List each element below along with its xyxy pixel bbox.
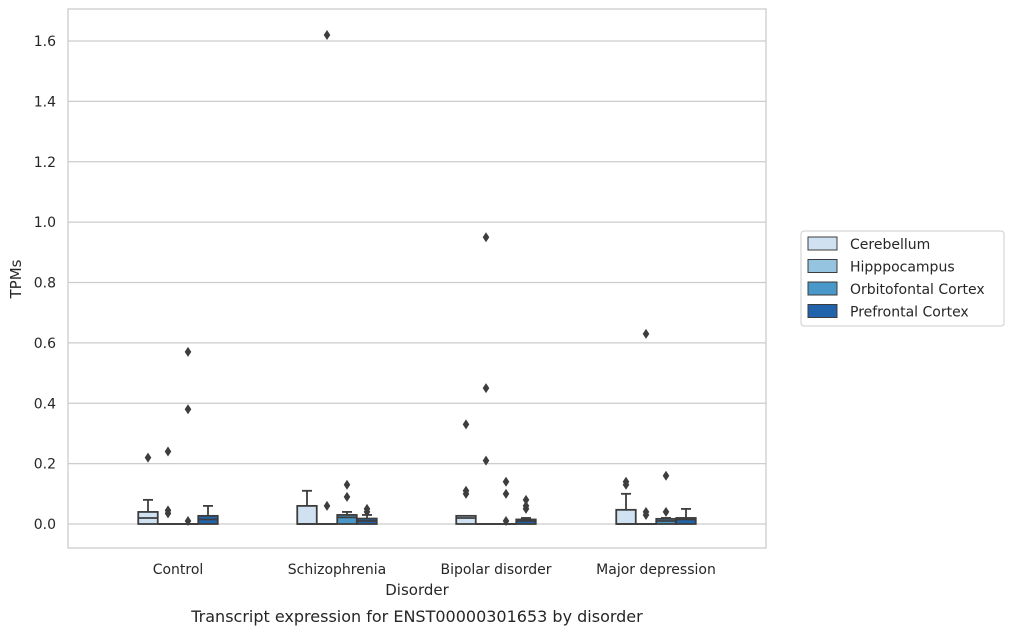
- outlier-point: [144, 452, 152, 463]
- y-tick-label: 1.6: [34, 34, 56, 50]
- outlier-point: [522, 494, 530, 505]
- box-2-1: [475, 232, 497, 525]
- x-tick-label: Major depression: [596, 562, 716, 578]
- box-body: [675, 517, 697, 525]
- legend-swatch: [807, 236, 838, 251]
- box-3-1: [635, 328, 657, 525]
- outlier-point: [502, 476, 510, 487]
- outlier-point: [184, 404, 192, 415]
- box-body: [336, 514, 358, 525]
- outlier-point: [343, 479, 351, 490]
- outlier-point: [502, 515, 510, 526]
- x-axis-label: Disorder: [385, 581, 449, 599]
- box-0-2: [177, 346, 199, 526]
- y-tick-label: 0.0: [34, 517, 56, 533]
- box-1-2: [336, 479, 358, 525]
- outlier-point: [323, 500, 331, 511]
- outlier-point: [164, 505, 172, 516]
- plot-frame: [67, 8, 767, 549]
- legend-entry-label: Cerebellum: [850, 237, 930, 253]
- outlier-point: [662, 506, 670, 517]
- plot-background: [68, 9, 766, 548]
- x-tick-labels: Control Schizophrenia Bipolar disorder Majo…: [153, 562, 716, 578]
- y-tick-labels: 0.0 0.2 0.4 0.6 0.8 1.0 1.2 1.4 1.6: [34, 34, 56, 533]
- box-1-3: [356, 503, 378, 525]
- y-tick-label: 0.4: [34, 396, 56, 412]
- outlier-point: [642, 328, 650, 339]
- y-gridlines: [68, 40, 766, 525]
- outlier-point: [522, 500, 530, 511]
- legend-entry-label: Prefrontal Cortex: [850, 305, 969, 321]
- x-tick-label: Schizophrenia: [288, 562, 386, 578]
- outlier-point: [482, 232, 490, 243]
- legend-frame: [800, 230, 1005, 327]
- outlier-point: [482, 383, 490, 394]
- box-2-3: [515, 494, 537, 525]
- x-tick-label: Control: [153, 562, 204, 578]
- outlier-point: [662, 470, 670, 481]
- legend-swatch: [807, 281, 838, 296]
- legend-swatch: [807, 304, 838, 318]
- outlier-point: [462, 485, 470, 496]
- legend-entry-label: Hipppocampus: [850, 260, 955, 276]
- legend-entry-label: Orbitofontal Cortex: [850, 282, 985, 298]
- y-axis-label: TPMs: [7, 259, 25, 299]
- y-tick-label: 0.6: [34, 336, 56, 352]
- outlier-point: [622, 476, 630, 487]
- outlier-point: [462, 419, 470, 430]
- legend-swatch: [807, 259, 838, 273]
- outlier-point: [164, 446, 172, 457]
- box-body: [296, 504, 318, 525]
- outlier-point: [184, 346, 192, 357]
- outlier-point: [642, 506, 650, 517]
- outlier-point: [343, 491, 351, 502]
- box-3-0: [615, 476, 637, 525]
- outlier-point: [184, 515, 192, 526]
- box-0-0: [137, 452, 159, 525]
- legend: Cerebellum Hipppocampus Orbitofontal Corte…: [800, 230, 1005, 327]
- box-0-3: [197, 504, 219, 525]
- chart-caption: Transcript expression for ENST0000030165…: [190, 607, 643, 626]
- outlier-point: [482, 455, 490, 466]
- y-tick-label: 0.2: [34, 457, 56, 473]
- outlier-point: [323, 29, 331, 40]
- box-1-0: [296, 489, 318, 525]
- outlier-point: [363, 503, 371, 514]
- y-tick-label: 0.8: [34, 276, 56, 292]
- box-body: [455, 514, 477, 525]
- y-tick-label: 1.2: [34, 155, 56, 171]
- box-series: [137, 29, 697, 526]
- box-2-0: [455, 419, 477, 525]
- y-tick-label: 1.0: [34, 215, 56, 231]
- outlier-point: [502, 488, 510, 499]
- y-tick-label: 1.4: [34, 94, 56, 110]
- box-3-3: [675, 508, 697, 525]
- box-body: [615, 508, 637, 525]
- x-tick-label: Bipolar disorder: [440, 562, 551, 578]
